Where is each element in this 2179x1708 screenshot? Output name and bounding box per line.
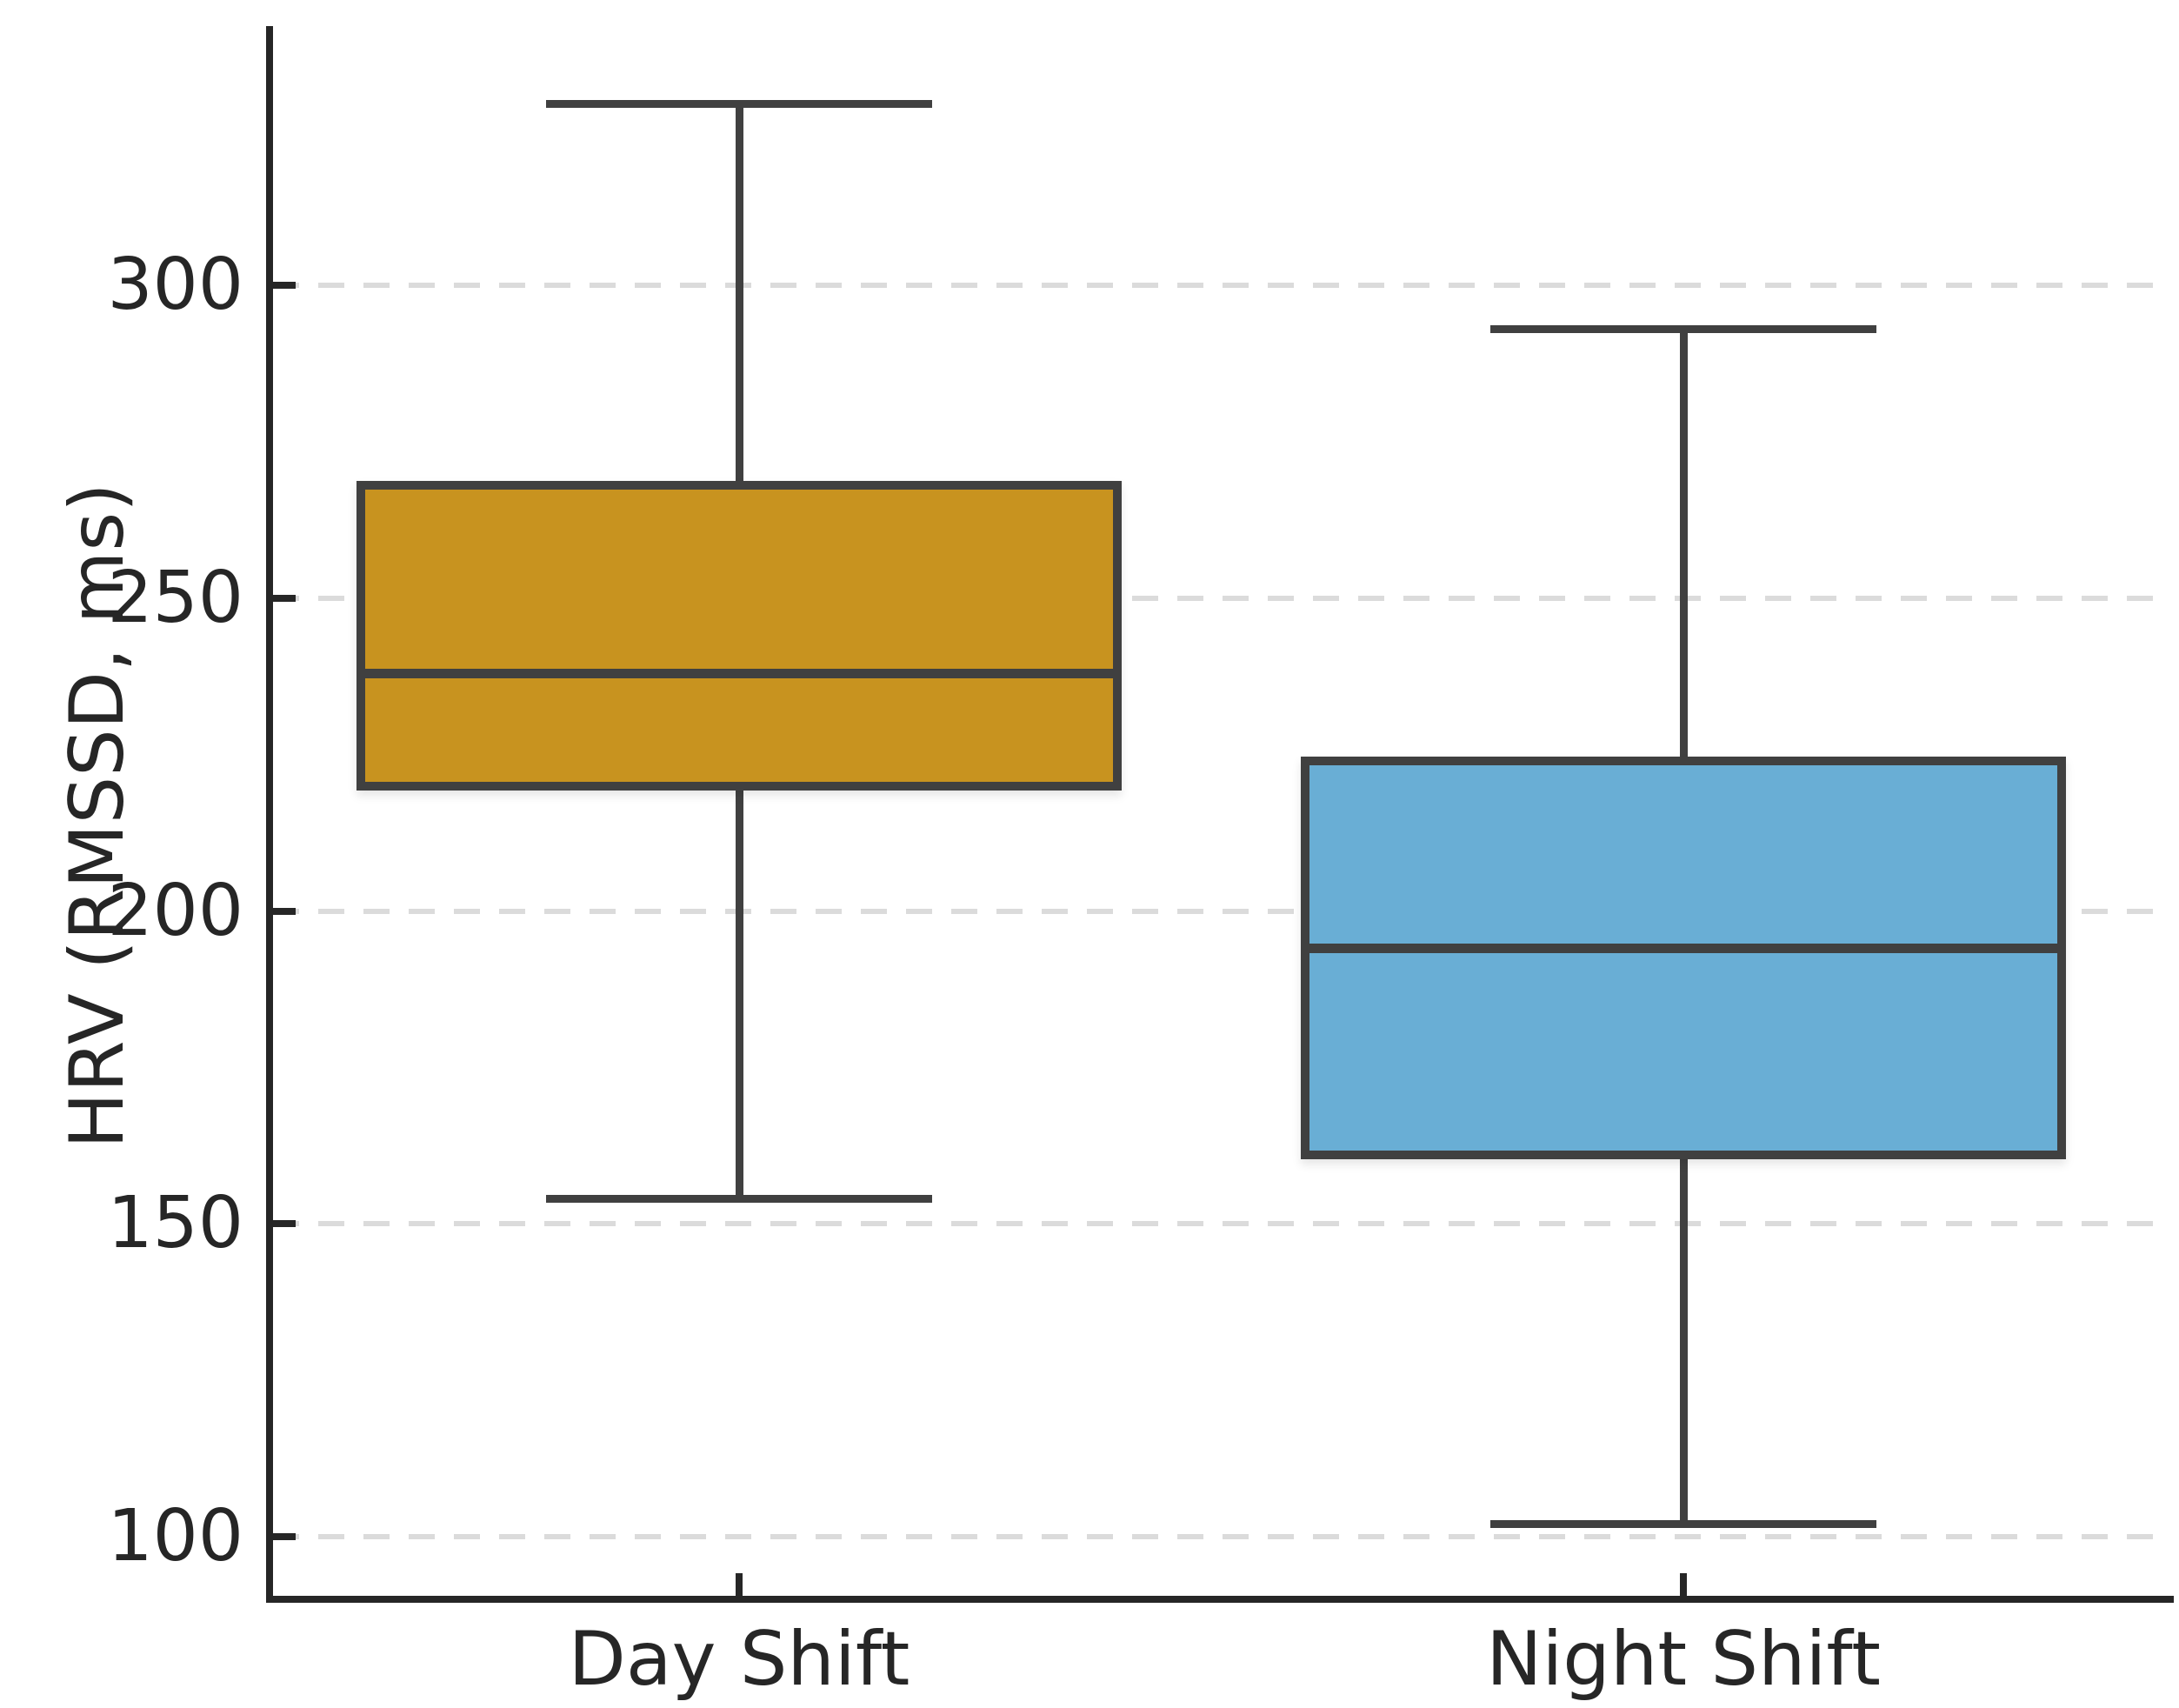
y-axis-spine [266, 26, 273, 1603]
lower-whisker-night-shift [1679, 1155, 1688, 1525]
x-tick-label-day-shift: Day Shift [568, 1616, 910, 1703]
y-tick-300 [273, 282, 296, 289]
median-line-night-shift [1309, 944, 2057, 954]
whisker-cap-max-day-shift [546, 99, 932, 108]
y-tick-250 [273, 594, 296, 602]
median-line-day-shift [365, 668, 1113, 678]
box-day-shift [357, 481, 1122, 791]
lower-whisker-day-shift [735, 785, 743, 1199]
whisker-cap-max-night-shift [1490, 324, 1876, 333]
y-tick-label-100: 100 [107, 1495, 243, 1578]
whisker-cap-min-night-shift [1490, 1520, 1876, 1529]
gridline-100 [273, 1534, 2156, 1539]
y-tick-100 [273, 1533, 296, 1540]
x-tick-0 [736, 1573, 743, 1596]
y-tick-label-200: 200 [107, 869, 243, 952]
y-tick-150 [273, 1220, 296, 1228]
y-tick-200 [273, 907, 296, 915]
gridline-200 [273, 908, 2156, 914]
y-tick-label-150: 150 [107, 1182, 243, 1265]
gridline-300 [273, 283, 2156, 288]
whisker-cap-min-day-shift [546, 1194, 932, 1203]
gridline-250 [273, 595, 2156, 601]
x-tick-label-night-shift: Night Shift [1486, 1616, 1881, 1703]
gridline-150 [273, 1221, 2156, 1227]
upper-whisker-day-shift [735, 103, 743, 486]
x-tick-1 [1680, 1573, 1687, 1596]
box-night-shift [1301, 756, 2066, 1160]
y-tick-label-300: 300 [107, 244, 243, 326]
y-tick-label-250: 250 [107, 556, 243, 639]
upper-whisker-night-shift [1679, 329, 1688, 761]
x-axis-spine [266, 1596, 2174, 1603]
y-axis-title: HRV (RMSSD, ms) [54, 483, 141, 1149]
